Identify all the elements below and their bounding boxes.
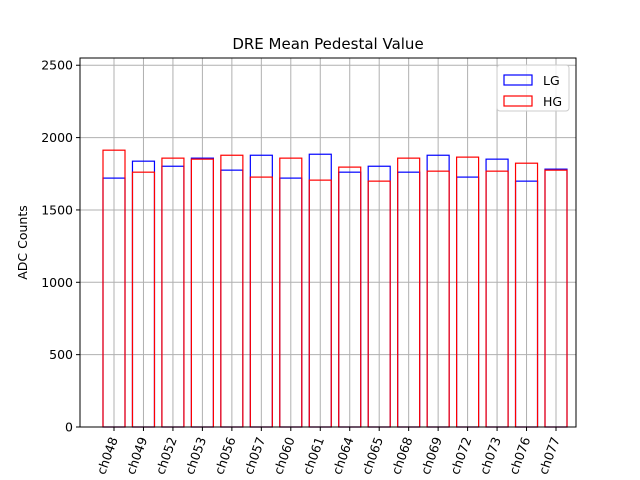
x-tick-label: ch065 xyxy=(359,435,386,476)
y-axis-ticks: 0 500 1000 1500 2000 2500 xyxy=(41,58,80,435)
x-tick-label: ch076 xyxy=(506,435,533,476)
x-tick-label: ch073 xyxy=(477,435,504,476)
x-tick-label: ch057 xyxy=(241,435,268,476)
y-tick-label: 0 xyxy=(65,420,73,435)
x-tick-label: ch077 xyxy=(536,435,563,476)
y-tick-label: 2500 xyxy=(41,58,73,73)
y-tick-label: 500 xyxy=(49,347,73,362)
legend-label-lg: LG xyxy=(543,73,560,88)
legend-label-hg: HG xyxy=(543,94,562,109)
x-tick-label: ch060 xyxy=(270,435,297,476)
legend-box xyxy=(496,64,570,112)
y-tick-label: 1000 xyxy=(41,275,73,290)
chart-title: DRE Mean Pedestal Value xyxy=(232,35,423,53)
plot-frame xyxy=(79,57,577,428)
legend-swatch-lg xyxy=(503,74,533,86)
x-tick-label: ch053 xyxy=(182,435,209,476)
x-tick-label: ch072 xyxy=(447,435,474,476)
x-tick-label: ch069 xyxy=(418,435,445,476)
x-tick-label: ch049 xyxy=(123,435,150,476)
legend: LG HG xyxy=(496,64,570,112)
x-tick-label: ch061 xyxy=(300,435,327,476)
y-tick-label: 2000 xyxy=(41,130,73,145)
x-tick-label: ch056 xyxy=(211,435,238,476)
x-tick-label: ch048 xyxy=(94,435,121,476)
grid-lines xyxy=(80,58,576,428)
x-axis-ticks: ch048 ch049 ch052 ch053 ch056 ch057 ch060 ch061… xyxy=(94,427,563,476)
legend-swatch-hg xyxy=(503,95,533,107)
x-tick-label: ch064 xyxy=(329,435,356,476)
y-axis-label: ADC Counts xyxy=(15,205,30,280)
x-tick-label: ch068 xyxy=(388,435,415,476)
y-tick-label: 1500 xyxy=(41,202,73,217)
x-tick-label: ch052 xyxy=(152,435,179,476)
